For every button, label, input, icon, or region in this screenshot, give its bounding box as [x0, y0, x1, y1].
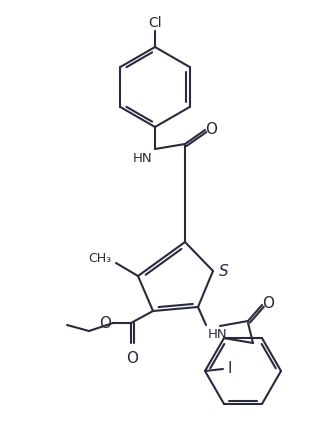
Text: CH₃: CH₃: [88, 252, 111, 265]
Text: O: O: [99, 316, 111, 331]
Text: S: S: [219, 264, 229, 279]
Text: O: O: [262, 296, 274, 311]
Text: Cl: Cl: [148, 16, 162, 30]
Text: HN: HN: [208, 327, 228, 340]
Text: HN: HN: [132, 152, 152, 165]
Text: I: I: [227, 361, 232, 376]
Text: O: O: [126, 350, 138, 365]
Text: O: O: [205, 122, 217, 137]
